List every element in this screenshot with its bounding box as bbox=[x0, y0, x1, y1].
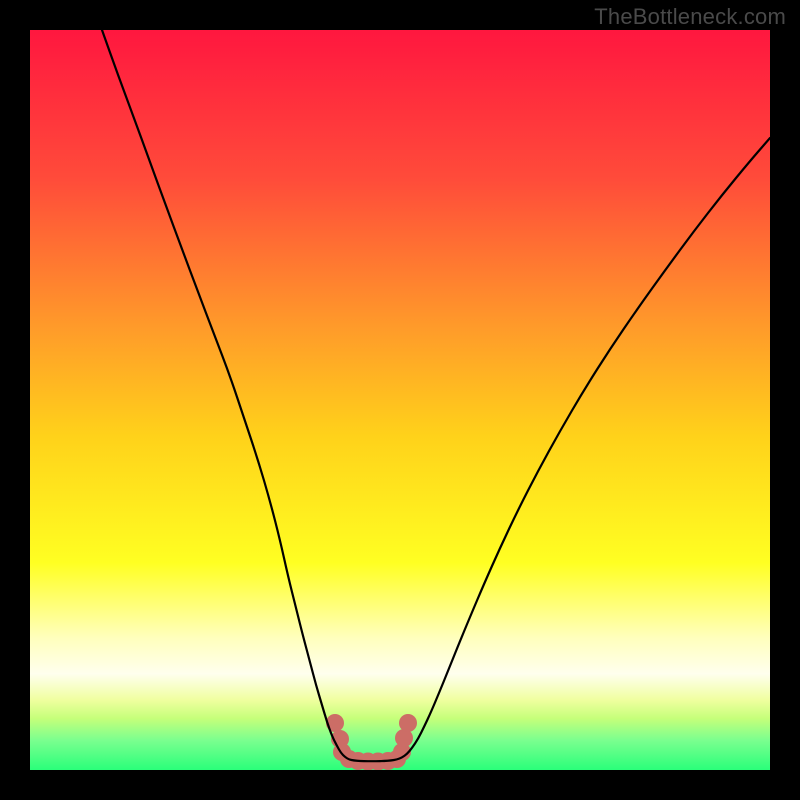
cluster-dot bbox=[399, 714, 417, 732]
chart-container: TheBottleneck.com bbox=[0, 0, 800, 800]
plot-background-gradient bbox=[30, 30, 770, 770]
chart-svg bbox=[0, 0, 800, 800]
watermark-text: TheBottleneck.com bbox=[594, 4, 786, 30]
